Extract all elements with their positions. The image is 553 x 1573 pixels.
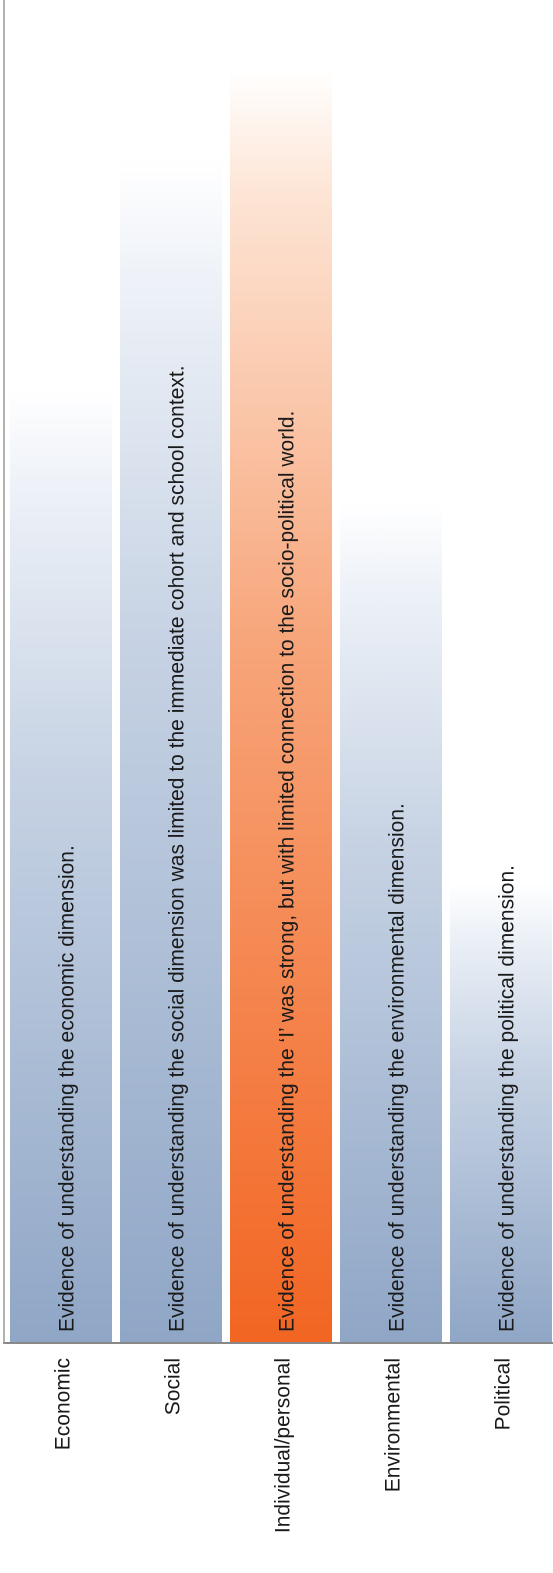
bar-text-political: Evidence of understanding the political … (496, 865, 519, 1332)
bar-text-social: Evidence of understanding the social dim… (166, 365, 189, 1332)
category-label-environmental: Environmental (382, 1358, 405, 1492)
bar-text-individual-personal: Evidence of understanding the ‘I’ was st… (276, 411, 299, 1332)
category-label-economic: Economic (52, 1358, 75, 1450)
category-label-individual-personal: Individual/personal (272, 1358, 295, 1533)
category-labels-group: Economic Social Individual/personal Environ… (52, 1358, 515, 1533)
category-label-political: Political (492, 1358, 515, 1430)
category-label-social: Social (162, 1358, 185, 1415)
bar-text-environmental: Evidence of understanding the environmen… (386, 803, 409, 1332)
bar-text-economic: Evidence of understanding the economic d… (56, 845, 79, 1332)
